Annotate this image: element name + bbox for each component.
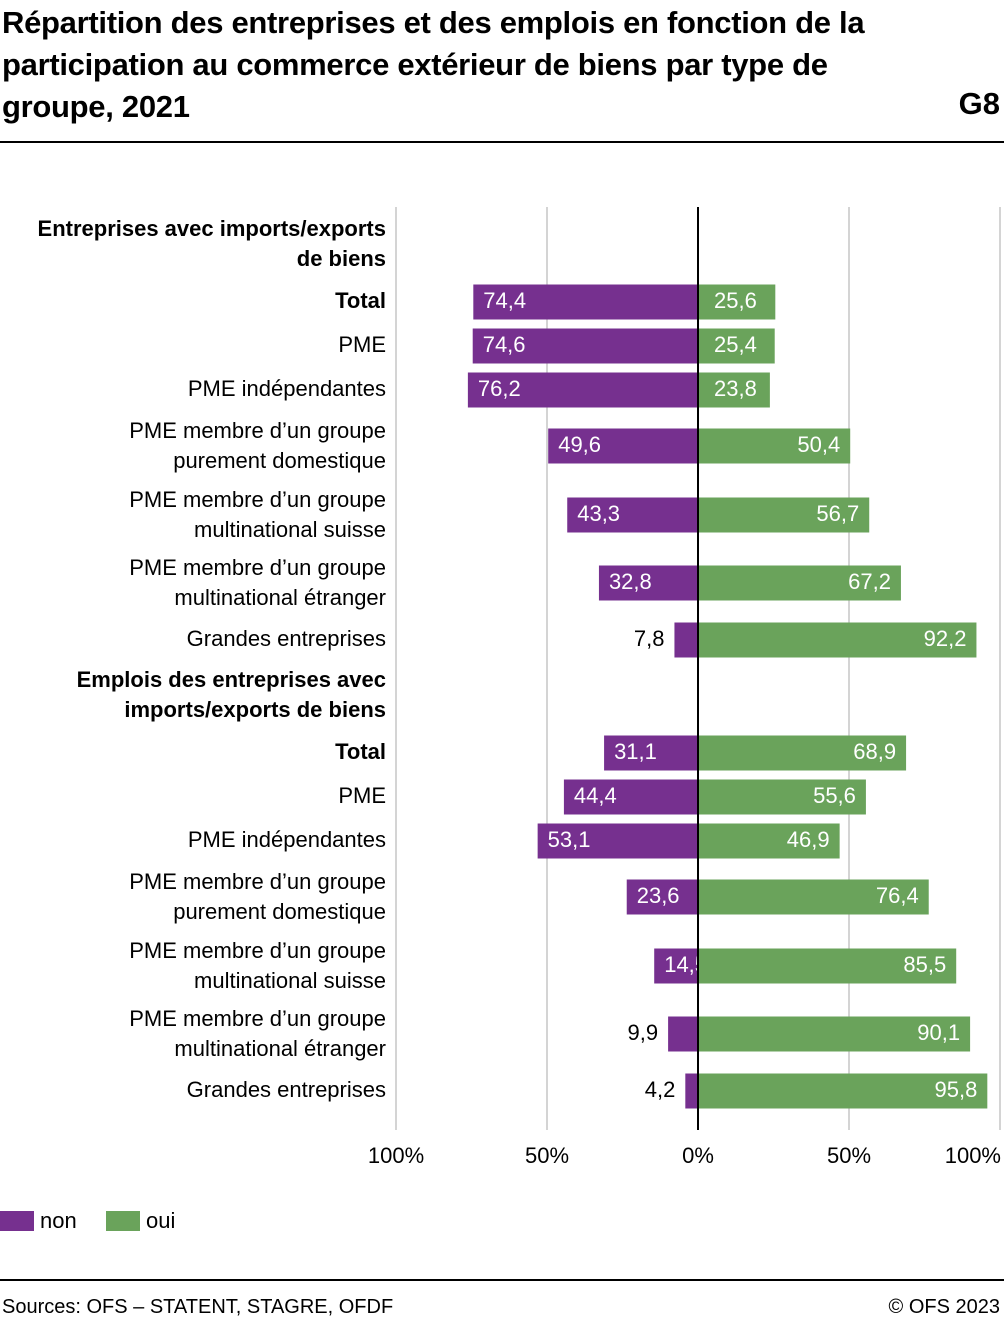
category-label: PME indépendantes bbox=[188, 827, 386, 852]
data-label-oui: 67,2 bbox=[848, 569, 891, 594]
bar-non bbox=[563, 779, 698, 815]
x-tick-label: 0% bbox=[682, 1143, 714, 1168]
legend-label-non: non bbox=[40, 1208, 77, 1233]
bar-non bbox=[668, 1016, 698, 1052]
legend-item-non: non bbox=[0, 1208, 77, 1234]
category-label: PME membre d’un groupe bbox=[129, 1006, 386, 1031]
data-label-non: 7,8 bbox=[634, 626, 665, 651]
bar-non bbox=[537, 823, 698, 859]
copyright: © OFS 2023 bbox=[888, 1296, 1000, 1318]
data-label-non: 49,6 bbox=[558, 432, 601, 457]
group-heading: Emplois des entreprises avec bbox=[77, 667, 386, 692]
bar-non bbox=[674, 622, 698, 658]
category-label: PME membre d’un groupe bbox=[129, 555, 386, 580]
data-label-non: 4,2 bbox=[645, 1077, 676, 1102]
category-label: PME bbox=[338, 332, 386, 357]
data-label-oui: 92,2 bbox=[924, 626, 967, 651]
group-heading: Entreprises avec imports/exports bbox=[38, 216, 386, 241]
bar-oui bbox=[698, 779, 866, 815]
data-label-oui: 25,6 bbox=[714, 288, 757, 313]
bar-non bbox=[467, 372, 698, 408]
bar-oui bbox=[698, 328, 775, 364]
bar-oui bbox=[698, 735, 907, 771]
bar-oui bbox=[698, 823, 840, 859]
category-label: PME membre d’un groupe bbox=[129, 938, 386, 963]
bar-oui bbox=[698, 565, 901, 601]
bar-non bbox=[626, 879, 698, 915]
chart-title: Répartition des entreprises et des emplo… bbox=[2, 5, 865, 124]
data-label-oui: 90,1 bbox=[917, 1020, 960, 1045]
data-label-non: 43,3 bbox=[577, 501, 620, 526]
data-label-non: 44,4 bbox=[574, 783, 617, 808]
category-label: multinational suisse bbox=[194, 968, 386, 993]
data-label-oui: 25,4 bbox=[714, 332, 757, 357]
category-label: purement domestique bbox=[173, 448, 386, 473]
data-label-oui: 68,9 bbox=[853, 739, 896, 764]
bar-non bbox=[604, 735, 698, 771]
category-label: Total bbox=[335, 739, 386, 764]
x-tick-label: 100% bbox=[945, 1143, 1001, 1168]
legend-item-oui: oui bbox=[106, 1208, 175, 1234]
category-label: Grandes entreprises bbox=[187, 626, 386, 651]
bar-oui bbox=[698, 1073, 988, 1109]
data-label-oui: 56,7 bbox=[816, 501, 859, 526]
bar-non bbox=[685, 1073, 698, 1109]
bar-oui bbox=[698, 1016, 971, 1052]
category-label: Total bbox=[335, 288, 386, 313]
bar-non bbox=[472, 328, 698, 364]
category-label: multinational étranger bbox=[174, 585, 386, 610]
title-divider bbox=[0, 141, 1004, 143]
category-label: PME membre d’un groupe bbox=[129, 869, 386, 894]
bar-non bbox=[548, 428, 698, 464]
x-tick-label: 50% bbox=[827, 1143, 871, 1168]
data-label-oui: 23,8 bbox=[714, 376, 757, 401]
data-label-oui: 95,8 bbox=[934, 1077, 977, 1102]
data-label-oui: 55,6 bbox=[813, 783, 856, 808]
category-label: Grandes entreprises bbox=[187, 1077, 386, 1102]
data-label-oui: 50,4 bbox=[797, 432, 840, 457]
category-label: PME bbox=[338, 783, 386, 808]
bar-oui bbox=[698, 497, 870, 533]
bar-oui bbox=[698, 879, 929, 915]
data-label-oui: 76,4 bbox=[876, 883, 919, 908]
data-label-oui: 85,5 bbox=[903, 952, 946, 977]
category-label: multinational suisse bbox=[194, 517, 386, 542]
data-label-non: 9,9 bbox=[628, 1020, 659, 1045]
footer-divider bbox=[0, 1279, 1004, 1281]
x-tick-label: 100% bbox=[368, 1143, 424, 1168]
data-label-non: 53,1 bbox=[548, 827, 591, 852]
category-label: PME membre d’un groupe bbox=[129, 418, 386, 443]
data-label-non: 31,1 bbox=[614, 739, 657, 764]
source-note: Sources: OFS – STATENT, STAGRE, OFDF bbox=[2, 1296, 394, 1318]
data-label-non: 74,4 bbox=[483, 288, 526, 313]
bar-oui bbox=[698, 284, 776, 320]
data-label-non: 32,8 bbox=[609, 569, 652, 594]
x-tick-label: 50% bbox=[525, 1143, 569, 1168]
chart-code: G8 bbox=[958, 86, 1000, 121]
bar-oui bbox=[698, 948, 957, 984]
group-heading: imports/exports de biens bbox=[124, 697, 386, 722]
diverging-bar-chart: Entreprises avec imports/exports de biens… bbox=[38, 207, 1001, 1168]
legend-swatch-oui bbox=[106, 1211, 140, 1231]
legend-swatch-non bbox=[0, 1211, 34, 1231]
bar-oui bbox=[698, 428, 851, 464]
bar-oui bbox=[698, 622, 977, 658]
data-label-non: 74,6 bbox=[483, 332, 526, 357]
bar-non bbox=[654, 948, 698, 984]
legend-label-oui: oui bbox=[146, 1208, 176, 1233]
category-label: multinational étranger bbox=[174, 1036, 386, 1061]
category-label: PME indépendantes bbox=[188, 376, 386, 401]
data-label-non: 76,2 bbox=[478, 376, 521, 401]
bar-non bbox=[473, 284, 698, 320]
data-label-non: 23,6 bbox=[637, 883, 680, 908]
bar-non bbox=[567, 497, 698, 533]
group-heading: de biens bbox=[297, 246, 386, 271]
bar-non bbox=[598, 565, 698, 601]
data-label-oui: 46,9 bbox=[787, 827, 830, 852]
bar-oui bbox=[698, 372, 770, 408]
category-label: PME membre d’un groupe bbox=[129, 487, 386, 512]
category-label: purement domestique bbox=[173, 899, 386, 924]
